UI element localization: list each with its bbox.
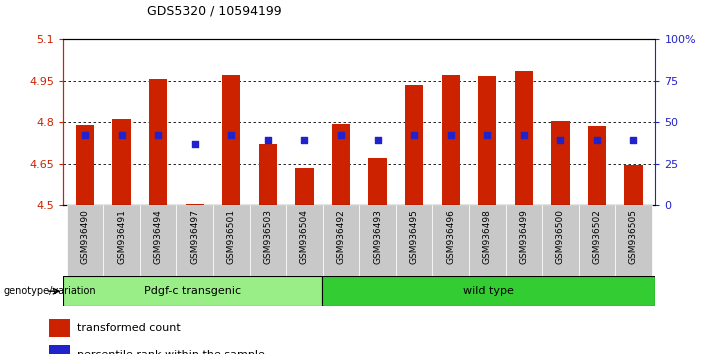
Text: percentile rank within the sample: percentile rank within the sample <box>77 350 265 354</box>
Text: GSM936497: GSM936497 <box>190 209 199 264</box>
Text: GSM936495: GSM936495 <box>409 209 418 264</box>
Point <box>592 137 603 143</box>
Bar <box>112 119 130 205</box>
Bar <box>149 79 168 205</box>
Text: GSM936498: GSM936498 <box>483 209 491 264</box>
Bar <box>76 125 94 205</box>
Bar <box>442 75 460 205</box>
Bar <box>49 345 70 354</box>
Point <box>372 137 383 143</box>
Text: GSM936502: GSM936502 <box>592 209 601 264</box>
Bar <box>186 204 204 205</box>
Text: GSM936500: GSM936500 <box>556 209 565 264</box>
Bar <box>359 205 396 276</box>
Bar <box>433 205 469 276</box>
Bar <box>222 75 240 205</box>
Text: GSM936499: GSM936499 <box>519 209 529 264</box>
Text: GSM936504: GSM936504 <box>300 209 309 264</box>
Bar <box>332 124 350 205</box>
Bar <box>615 205 652 276</box>
Bar <box>177 205 213 276</box>
Text: GSM936505: GSM936505 <box>629 209 638 264</box>
Bar <box>505 205 542 276</box>
Bar <box>515 71 533 205</box>
Bar <box>259 144 277 205</box>
Point <box>445 132 456 137</box>
Point <box>628 137 639 143</box>
Bar <box>578 205 615 276</box>
Text: wild type: wild type <box>463 286 515 296</box>
Bar <box>286 205 322 276</box>
Bar <box>63 276 322 306</box>
Point <box>262 137 273 143</box>
Bar <box>405 85 423 205</box>
Text: genotype/variation: genotype/variation <box>4 286 96 296</box>
Point <box>518 132 529 137</box>
Bar <box>250 205 286 276</box>
Point <box>153 132 164 137</box>
Text: GSM936492: GSM936492 <box>336 209 346 264</box>
Bar <box>551 121 569 205</box>
Bar <box>322 276 655 306</box>
Text: GSM936490: GSM936490 <box>81 209 90 264</box>
Text: GSM936503: GSM936503 <box>264 209 273 264</box>
Text: GSM936496: GSM936496 <box>446 209 455 264</box>
Bar <box>213 205 250 276</box>
Bar <box>67 205 103 276</box>
Text: transformed count: transformed count <box>77 323 181 333</box>
Bar <box>322 205 359 276</box>
Bar <box>542 205 578 276</box>
Text: GSM936501: GSM936501 <box>227 209 236 264</box>
Bar <box>103 205 140 276</box>
Bar <box>588 126 606 205</box>
Point <box>409 132 420 137</box>
Bar <box>478 76 496 205</box>
Point <box>226 132 237 137</box>
Bar <box>49 319 70 337</box>
Point <box>482 132 493 137</box>
Point <box>299 137 310 143</box>
Text: GDS5320 / 10594199: GDS5320 / 10594199 <box>147 5 282 18</box>
Text: Pdgf-c transgenic: Pdgf-c transgenic <box>144 286 241 296</box>
Bar <box>625 165 643 205</box>
Point <box>554 137 566 143</box>
Point <box>189 142 200 147</box>
Point <box>116 132 127 137</box>
Point <box>335 132 346 137</box>
Bar <box>396 205 433 276</box>
Text: GSM936494: GSM936494 <box>154 209 163 264</box>
Bar <box>295 168 313 205</box>
Bar <box>469 205 505 276</box>
Text: GSM936493: GSM936493 <box>373 209 382 264</box>
Text: GSM936491: GSM936491 <box>117 209 126 264</box>
Bar <box>369 158 387 205</box>
Bar <box>140 205 177 276</box>
Point <box>79 132 90 137</box>
